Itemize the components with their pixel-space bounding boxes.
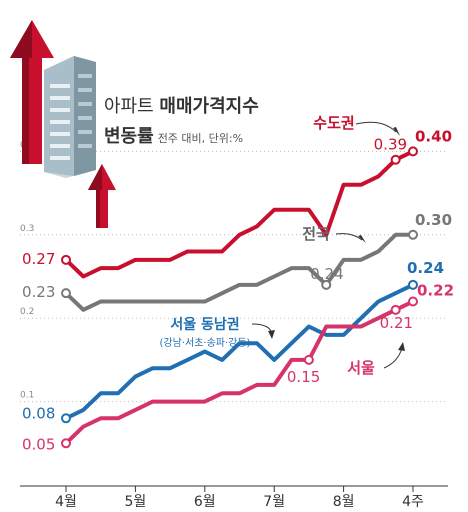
data-label-metro: 0.27	[22, 250, 55, 268]
chart-title-line1: 아파트 매매가격지수	[104, 92, 259, 118]
data-label-metro: 0.40	[415, 127, 452, 145]
title-line2: 변동률	[104, 126, 154, 147]
data-labels: 0.27 0.39 0.40 0.23 0.24 0.30 0.08 0.24 0.05 0.15…	[22, 127, 454, 453]
data-point-seoul	[303, 354, 314, 365]
data-label-seoul: 0.15	[287, 368, 320, 386]
series-note-southeast: (강남·서초·송파·강동)	[160, 337, 251, 349]
data-point-southeast	[61, 413, 71, 424]
x-tick-label: 8월	[333, 494, 355, 510]
legend-national: 전국	[302, 225, 366, 243]
data-point-metro	[390, 154, 401, 165]
data-point-seoul	[390, 304, 401, 315]
data-label-national: 0.24	[310, 265, 343, 283]
y-tick-label: 0.2	[20, 307, 34, 317]
y-tick-label: 0.3	[20, 224, 34, 234]
data-point-seoul	[408, 296, 418, 307]
rising-arrow-icon	[10, 20, 54, 164]
data-label-seoul: 0.22	[417, 282, 454, 300]
y-tick-label: 0.1	[20, 391, 34, 401]
data-label-seoul: 0.05	[22, 435, 55, 453]
x-tick-label: 6월	[194, 494, 216, 510]
series-line-seoul	[64, 299, 415, 446]
series-name-seoul: 서울	[347, 359, 375, 377]
data-label-national: 0.30	[415, 211, 452, 229]
data-point-national	[321, 279, 332, 290]
data-point-national	[408, 229, 418, 240]
series-line-southeast	[64, 282, 415, 421]
building-icon	[44, 56, 96, 178]
data-label-southeast: 0.24	[407, 259, 444, 277]
x-tick-labels: 4월 5월 6월 7월 8월 4주	[20, 485, 448, 510]
x-tick-label: 5월	[125, 494, 147, 510]
y-tick-labels: 0.10.20.30.4	[20, 140, 35, 400]
x-tick-label: 4주	[402, 494, 424, 510]
data-point-seoul	[61, 438, 71, 449]
data-point-metro	[61, 254, 71, 265]
series-lines	[64, 149, 415, 446]
series-name-national: 전국	[302, 225, 330, 243]
data-label-southeast: 0.08	[22, 404, 55, 422]
x-tick-label: 4월	[55, 494, 77, 510]
chart-subtitle: 전주 대비, 단위:%	[157, 132, 244, 145]
series-name-metro: 수도권	[313, 114, 354, 132]
data-point-national	[61, 288, 71, 299]
title-prefix: 아파트	[104, 96, 154, 117]
data-point-metro	[408, 146, 418, 157]
data-point-southeast	[408, 279, 418, 290]
title-bold: 매매가격지수	[159, 96, 259, 117]
series-line-national	[64, 232, 415, 312]
legend-seoul: 서울	[347, 342, 405, 377]
chart-title-line2: 변동률 전주 대비, 단위:%	[104, 122, 243, 148]
series-name-southeast: 서울 동남권	[170, 316, 239, 333]
data-label-national: 0.23	[22, 283, 55, 301]
legend-metro: 수도권	[313, 114, 400, 136]
small-rising-arrow-icon	[88, 164, 116, 228]
data-label-metro: 0.39	[374, 136, 407, 154]
legend-southeast: 서울 동남권 (강남·서초·송파·강동)	[160, 316, 275, 349]
series-line-metro	[64, 149, 415, 279]
data-label-seoul: 0.21	[380, 314, 413, 332]
x-tick-label: 7월	[263, 494, 285, 510]
